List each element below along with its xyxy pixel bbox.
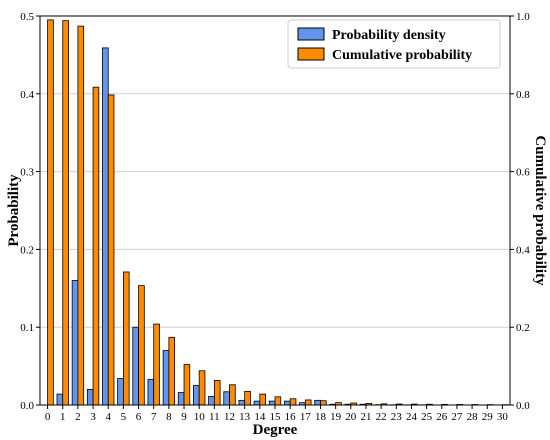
x-tick-label: 26	[436, 411, 448, 423]
x-tick-label: 8	[166, 411, 172, 423]
density-bar	[86, 389, 94, 406]
density-bar	[71, 280, 79, 406]
y-right-tick-label: 0.2	[516, 322, 530, 334]
y-tick-label: 0.0	[20, 400, 34, 412]
y-tick-label: 0.5	[20, 11, 34, 23]
cumulative-bar	[138, 285, 145, 406]
x-tick-label: 15	[270, 411, 282, 423]
x-tick-label: 13	[239, 411, 251, 423]
x-tick-label: 23	[391, 411, 403, 423]
x-tick-label: 11	[209, 411, 220, 423]
x-tick-label: 6	[136, 411, 142, 423]
y-right-tick-label: 0.6	[516, 167, 530, 179]
x-tick-label: 24	[406, 411, 418, 423]
y-tick-label: 0.3	[20, 167, 34, 179]
x-tick-label: 5	[121, 411, 127, 423]
x-tick-label: 27	[451, 411, 463, 423]
y-right-tick-label: 0.8	[516, 89, 530, 101]
x-tick-label: 18	[315, 411, 327, 423]
x-tick-label: 25	[421, 411, 433, 423]
legend-label-density: Probability density	[332, 28, 446, 43]
right-axis: 0.0 0.2 0.4 0.6 0.8 1.0	[510, 11, 530, 412]
cumulative-bar	[289, 398, 297, 406]
left-axis: 0.0 0.1 0.2 0.3 0.4 0.5	[20, 11, 40, 412]
density-bar	[132, 326, 139, 406]
legend-swatch-cumulative	[297, 47, 325, 61]
x-tick-label: 16	[285, 411, 297, 423]
x-tick-label: 3	[90, 411, 96, 423]
x-tick-label: 2	[75, 411, 81, 423]
cumulative-bar	[198, 370, 206, 406]
x-tick-label: 17	[300, 411, 312, 423]
x-tick-label: 7	[151, 411, 157, 423]
y-tick-label: 0.2	[20, 244, 34, 256]
x-tick-label: 4	[105, 411, 111, 423]
density-bar	[193, 385, 200, 406]
density-bar	[147, 378, 155, 406]
cumulative-bar	[304, 399, 312, 406]
cumulative-bar	[259, 393, 267, 406]
density-bar	[268, 400, 276, 406]
density-bar	[223, 391, 230, 406]
cumulative-bar	[274, 396, 282, 406]
x-tick-label: 10	[194, 411, 206, 423]
bars	[47, 19, 509, 406]
legend-label-cumulative: Cumulative probability	[332, 48, 472, 63]
grid	[40, 93, 510, 328]
cumulative-bar	[62, 20, 69, 406]
density-bar	[162, 350, 170, 406]
cumulative-bar	[92, 86, 100, 406]
legend-box	[287, 19, 501, 69]
x-tick-label: 30	[497, 411, 509, 423]
y-tick-label: 0.1	[20, 322, 34, 334]
cumulative-bar	[213, 380, 221, 406]
cumulative-bar	[244, 390, 251, 406]
cumulative-bar	[47, 19, 54, 406]
x-tick-label: 21	[360, 411, 371, 423]
x-tick-label: 22	[376, 411, 387, 423]
cumulative-bar	[153, 323, 160, 406]
x-axis: 0 1 2 3 4 5 6 7 8 9 10 11 12 13 14 15 16 17 18 19 20 21 22 23 24…	[45, 405, 509, 423]
density-bar	[283, 400, 291, 406]
density-bar	[238, 399, 246, 406]
legend-swatch-density	[297, 27, 325, 41]
cumulative-bar	[229, 384, 236, 406]
density-bar	[102, 47, 109, 406]
density-bar	[314, 399, 321, 406]
x-tick-label: 12	[224, 411, 235, 423]
x-axis-title: Degree	[253, 422, 298, 438]
y-right-tick-label: 0.4	[516, 244, 530, 256]
y-axis-right-title: Cumulative probability	[532, 135, 548, 286]
cumulative-bar	[168, 336, 176, 406]
x-tick-label: 1	[60, 411, 66, 423]
density-bar	[56, 393, 64, 406]
x-tick-label: 9	[181, 411, 187, 423]
cumulative-bar	[77, 25, 85, 406]
cumulative-bar	[320, 400, 327, 406]
x-tick-label: 20	[345, 411, 357, 423]
x-tick-label: 28	[467, 411, 479, 423]
legend: Probability density Cumulative probabili…	[287, 19, 501, 69]
x-tick-label: 29	[482, 411, 494, 423]
cumulative-bar	[183, 364, 191, 406]
y-axis-title: Probability	[6, 174, 22, 247]
density-bar	[177, 392, 185, 406]
y-right-tick-label: 1.0	[516, 11, 530, 23]
density-bar	[253, 400, 261, 406]
y-tick-label: 0.4	[20, 89, 34, 101]
x-tick-label: 0	[45, 411, 51, 423]
density-bar	[117, 378, 124, 406]
cumulative-bar	[107, 94, 115, 406]
density-bar	[208, 396, 215, 406]
y-right-tick-label: 0.0	[516, 400, 530, 412]
x-tick-label: 19	[330, 411, 342, 423]
x-tick-label: 14	[254, 411, 266, 423]
cumulative-bar	[122, 271, 130, 406]
